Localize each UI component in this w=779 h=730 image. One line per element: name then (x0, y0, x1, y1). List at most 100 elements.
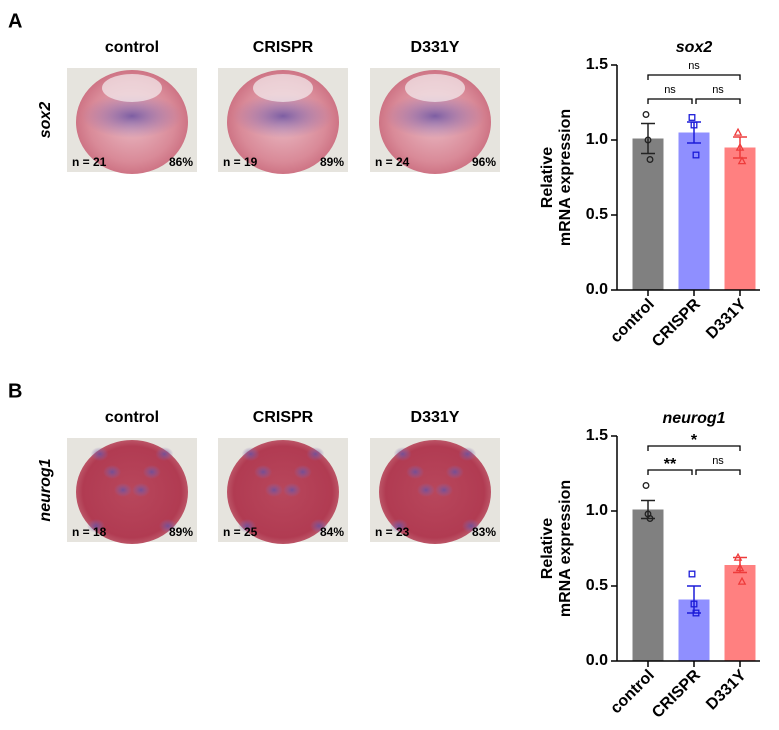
significance-label: ns (712, 455, 724, 467)
embryo (379, 440, 491, 544)
x-tick-label: D331Y (703, 296, 750, 343)
significance-label: ns (712, 84, 724, 96)
bar (632, 509, 664, 661)
data-point (688, 114, 696, 121)
chart-title: sox2 (676, 39, 713, 56)
significance-label: ns (688, 60, 700, 72)
data-point (644, 136, 652, 144)
stain (406, 465, 425, 479)
y-axis-label: Relative (539, 518, 556, 579)
error-bar (641, 122, 655, 155)
stain (155, 447, 174, 461)
y-tick-label: 1.0 (586, 502, 608, 519)
stain (445, 465, 464, 479)
stain (293, 465, 312, 479)
data-point (690, 121, 698, 129)
percentage: 84% (320, 525, 344, 539)
data-point (642, 111, 650, 118)
data-point (735, 142, 745, 151)
bar (724, 147, 756, 290)
embryo (76, 440, 188, 544)
data-point (735, 563, 745, 572)
y-tick-label: 0.0 (586, 281, 608, 298)
error-bar (733, 136, 747, 159)
stain (159, 519, 177, 533)
x-tick-label: CRISPR (649, 666, 704, 721)
panel-label: A (8, 10, 22, 32)
sample-size: n = 25 (223, 525, 258, 539)
sample-size: n = 24 (375, 155, 410, 169)
significance-label: ** (664, 456, 677, 473)
column-title: D331Y (411, 409, 460, 426)
bar (724, 565, 756, 661)
percentage: 96% (472, 155, 496, 169)
significance-bracket (695, 469, 741, 475)
data-point (642, 482, 650, 489)
stain (238, 519, 256, 533)
stain (385, 94, 485, 138)
stain (393, 447, 412, 461)
stain (417, 483, 435, 497)
column-title: CRISPR (253, 39, 314, 56)
y-tick-label: 1.0 (586, 131, 608, 148)
sample-size: n = 21 (72, 155, 107, 169)
stain (254, 465, 273, 479)
percentage: 89% (169, 525, 193, 539)
significance-label: * (691, 432, 698, 449)
data-point (688, 570, 696, 578)
stain (462, 519, 480, 533)
bar (678, 132, 710, 290)
data-point (646, 515, 654, 522)
data-point (690, 600, 698, 608)
percentage: 83% (472, 525, 496, 539)
chart-title: neurog1 (662, 410, 725, 427)
stain (265, 483, 283, 497)
stain (390, 519, 408, 533)
data-point (646, 156, 654, 163)
highlight (102, 74, 162, 102)
y-axis-label: mRNA expression (557, 480, 574, 617)
stain (233, 94, 333, 138)
stain (87, 519, 105, 533)
sample-size: n = 23 (375, 525, 410, 539)
panel-label: B (8, 380, 22, 402)
stain (142, 465, 161, 479)
data-point (733, 552, 743, 561)
significance-bracket (647, 445, 741, 451)
sample-size: n = 18 (72, 525, 107, 539)
stain (90, 447, 109, 461)
data-point (737, 576, 747, 585)
stain (283, 483, 301, 497)
embryo (227, 440, 339, 544)
column-title: D331Y (411, 39, 460, 56)
percentage: 89% (320, 155, 344, 169)
data-point (733, 127, 743, 136)
significance-bracket (695, 98, 741, 104)
y-axis-label: Relative (539, 147, 556, 208)
data-point (737, 156, 747, 165)
significance-bracket (647, 98, 693, 104)
x-tick-label: CRISPR (649, 295, 704, 350)
highlight (405, 74, 465, 102)
stain (132, 483, 150, 497)
stain (435, 483, 453, 497)
y-axis-label: mRNA expression (557, 109, 574, 246)
y-tick-label: 1.5 (586, 427, 608, 444)
y-tick-label: 0.5 (586, 206, 608, 223)
y-tick-label: 1.5 (586, 56, 608, 73)
significance-bracket (647, 469, 693, 475)
y-tick-label: 0.0 (586, 652, 608, 669)
percentage: 86% (169, 155, 193, 169)
column-title: control (105, 39, 159, 56)
significance-label: ns (664, 84, 676, 96)
significance-bracket (647, 74, 741, 80)
stain (310, 519, 328, 533)
stain (114, 483, 132, 497)
highlight (253, 74, 313, 102)
stain (241, 447, 260, 461)
gene-label: sox2 (37, 102, 54, 139)
stain (103, 465, 122, 479)
data-point (692, 151, 700, 159)
column-title: CRISPR (253, 409, 314, 426)
